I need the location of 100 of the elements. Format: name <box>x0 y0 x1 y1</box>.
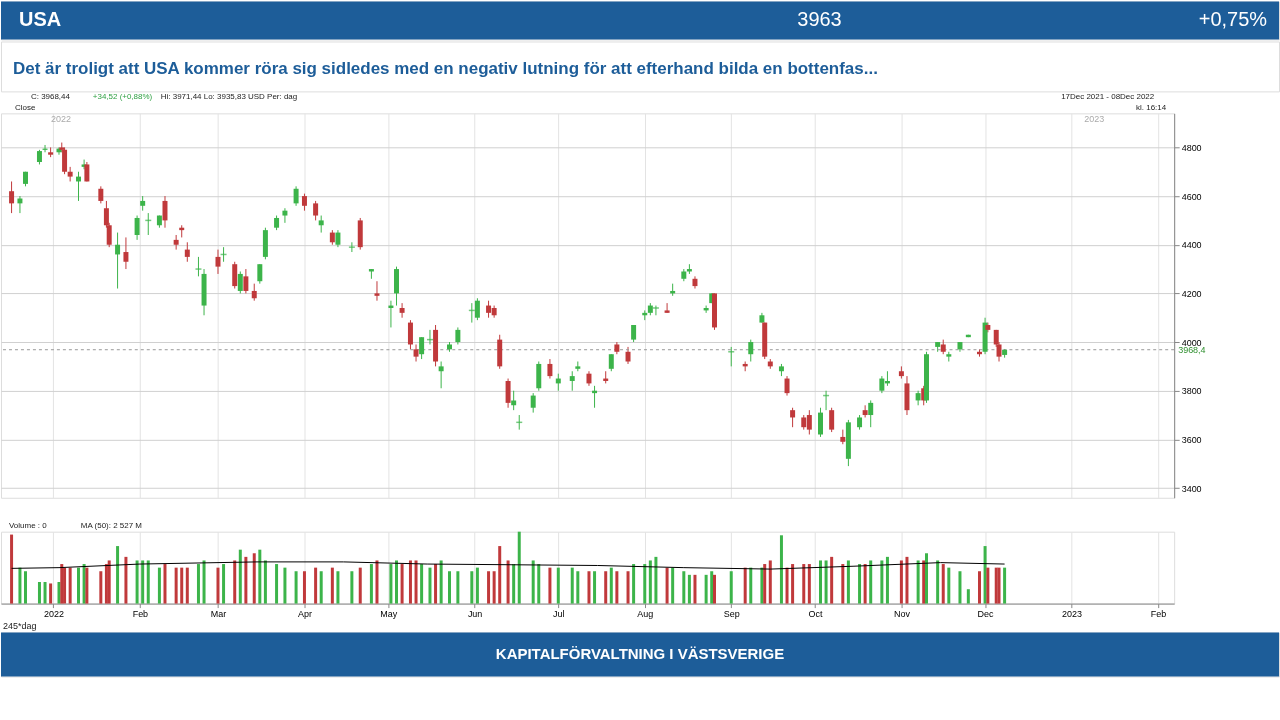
candlestick <box>790 407 796 428</box>
candlestick <box>173 234 179 251</box>
bar <box>358 567 362 604</box>
candlestick <box>232 261 238 290</box>
text: kl. 16:14 <box>1136 103 1167 113</box>
bar <box>587 571 591 604</box>
x-tick-label: Apr <box>297 609 312 620</box>
bar <box>180 567 184 604</box>
candlestick <box>237 270 243 294</box>
bar <box>104 564 108 604</box>
x-tick-label: Oct <box>808 609 823 620</box>
bar <box>947 567 951 604</box>
candlestick <box>257 263 263 285</box>
bar <box>986 567 990 604</box>
x-tick-label: 2023 <box>1062 609 1083 620</box>
bar <box>517 531 521 604</box>
text: 17Dec 2021 - 08Dec 2022 <box>1061 92 1155 102</box>
bar <box>654 556 658 604</box>
bar <box>880 560 884 604</box>
bar <box>802 564 806 604</box>
bar <box>369 564 373 604</box>
bar <box>185 567 189 604</box>
candlestick <box>134 215 140 241</box>
bar <box>498 546 502 604</box>
bar <box>492 571 496 604</box>
bar <box>408 560 412 604</box>
bar <box>593 571 597 604</box>
x-tick-label: 2022 <box>43 609 64 620</box>
bar <box>283 567 287 604</box>
bar <box>141 560 145 604</box>
bar <box>941 564 945 604</box>
candlestick <box>868 399 874 428</box>
bar <box>414 560 418 604</box>
bar <box>978 571 981 604</box>
bar <box>434 564 438 604</box>
bar <box>643 564 647 604</box>
text: Volume : 0 <box>8 520 48 530</box>
candlestick <box>784 375 790 397</box>
bar <box>570 567 574 604</box>
x-tick-label: Jun <box>467 609 483 620</box>
x-tick-label: Sep <box>723 609 740 620</box>
candlestick <box>818 407 823 438</box>
bar <box>244 556 248 604</box>
bar <box>252 553 256 604</box>
chart-subtitle: Det är troligt att USA kommer röra sig sidledes med en negativ lutning för att efterhand bilda en bottenfas... <box>12 59 878 79</box>
candlestick <box>115 232 121 290</box>
bar <box>615 571 619 604</box>
candlestick <box>313 200 319 221</box>
bar <box>375 560 379 604</box>
y-tick-label: 3800 <box>1181 386 1202 397</box>
candlestick <box>62 146 68 175</box>
bar <box>885 556 889 604</box>
annotation: 2023 <box>1084 114 1105 125</box>
bar <box>846 560 850 604</box>
bar <box>135 560 139 604</box>
bar <box>819 560 822 604</box>
y-tick-label: 3600 <box>1181 434 1202 445</box>
candlestick <box>67 166 73 182</box>
candlestick <box>664 302 670 314</box>
x-tick-label: May <box>380 609 398 620</box>
candlestick <box>123 236 129 270</box>
candlestick <box>915 390 921 406</box>
candlestick <box>413 343 419 363</box>
bar <box>389 564 393 604</box>
bar <box>648 560 652 604</box>
bar <box>400 564 404 604</box>
candlestick <box>862 404 868 418</box>
bar <box>275 564 279 604</box>
bar <box>704 574 708 604</box>
x-tick-label: Dec <box>977 609 995 620</box>
bar <box>63 567 67 604</box>
bar <box>238 549 242 604</box>
bar <box>556 567 560 604</box>
bar <box>202 560 206 604</box>
bar <box>899 560 903 604</box>
bar <box>77 567 81 604</box>
x-tick-label: Feb <box>132 609 149 620</box>
text: +0,75% <box>1198 8 1268 31</box>
text: +34,52 (+0,88%) <box>92 92 153 102</box>
candlestick <box>215 249 221 275</box>
bar <box>863 564 867 604</box>
bar <box>428 567 432 604</box>
chart-title: USA <box>18 8 62 31</box>
bar <box>196 564 200 604</box>
bar <box>319 571 323 604</box>
bar <box>68 567 72 604</box>
candlestick <box>748 339 754 363</box>
bar <box>49 583 53 604</box>
candlestick <box>728 346 735 367</box>
bar <box>537 564 541 604</box>
candlestick <box>829 407 835 433</box>
bar <box>609 567 613 604</box>
bar <box>671 567 675 604</box>
bar <box>512 564 516 604</box>
bar <box>475 567 479 604</box>
y-tick-label: 4200 <box>1181 288 1202 299</box>
bar <box>1003 567 1007 604</box>
bar <box>216 567 220 604</box>
candlestick <box>692 275 698 290</box>
bar <box>43 582 47 604</box>
